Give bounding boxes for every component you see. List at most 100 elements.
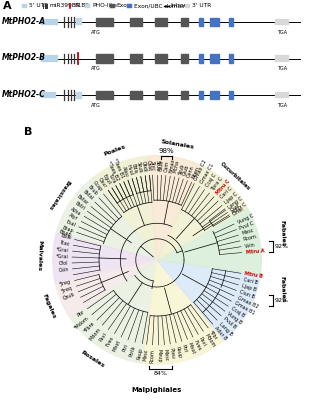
Text: Alau: Alau bbox=[121, 166, 129, 177]
Text: Stub: Stub bbox=[178, 162, 185, 175]
Text: *Taes B1: *Taes B1 bbox=[112, 158, 125, 179]
Text: Brap: Brap bbox=[61, 225, 74, 234]
Bar bbox=[110, 4, 115, 8]
Bar bbox=[155, 54, 167, 63]
Bar bbox=[181, 54, 188, 63]
Bar bbox=[199, 18, 203, 26]
Bar bbox=[199, 54, 203, 63]
Text: Cari C: Cari C bbox=[219, 186, 233, 200]
Text: Intron: Intron bbox=[171, 4, 188, 8]
Wedge shape bbox=[143, 260, 224, 364]
Text: Malvales: Malvales bbox=[36, 240, 42, 272]
Text: Ljap C: Ljap C bbox=[224, 191, 238, 205]
Text: Peup: Peup bbox=[175, 346, 182, 359]
Text: Pavi: Pavi bbox=[98, 331, 108, 342]
Text: Atha: Atha bbox=[70, 206, 82, 216]
Text: Malpighiales: Malpighiales bbox=[132, 387, 182, 393]
Bar bbox=[155, 18, 167, 26]
Text: Mtru A: Mtru A bbox=[245, 248, 264, 255]
Text: Glub: Glub bbox=[159, 160, 165, 172]
Text: Adur B: Adur B bbox=[214, 325, 228, 341]
Text: Bstal: Bstal bbox=[81, 189, 94, 201]
Text: Rosales: Rosales bbox=[80, 349, 106, 368]
Text: Cari B: Cari B bbox=[243, 278, 258, 286]
Text: Osat: Osat bbox=[146, 160, 152, 172]
Text: 84%: 84% bbox=[154, 371, 168, 376]
Wedge shape bbox=[56, 178, 157, 260]
Text: Mesc: Mesc bbox=[142, 348, 149, 361]
Bar bbox=[181, 18, 188, 26]
Text: Slyc: Slyc bbox=[149, 161, 155, 172]
Text: Bstar: Bstar bbox=[76, 194, 89, 206]
Text: Mdom: Mdom bbox=[203, 333, 216, 349]
Text: *Jreq: *Jreq bbox=[60, 285, 73, 294]
Text: Pavi: Pavi bbox=[198, 336, 207, 348]
Wedge shape bbox=[157, 166, 247, 260]
Wedge shape bbox=[55, 260, 157, 318]
Text: Fves: Fves bbox=[192, 340, 202, 352]
Text: Esal: Esal bbox=[65, 219, 76, 228]
Text: Meup: Meup bbox=[156, 349, 161, 362]
Text: Alyr: Alyr bbox=[68, 213, 79, 222]
Text: Gmax C2: Gmax C2 bbox=[194, 159, 208, 181]
Text: Bole: Bole bbox=[60, 234, 71, 241]
Text: MtPHO2-B: MtPHO2-B bbox=[2, 54, 46, 62]
Text: MtPHO2-C: MtPHO2-C bbox=[2, 90, 45, 99]
Text: Tcac: Tcac bbox=[59, 240, 70, 247]
Wedge shape bbox=[148, 156, 201, 260]
Text: Stub: Stub bbox=[154, 160, 160, 171]
Text: Bnap: Bnap bbox=[59, 230, 72, 238]
Text: *Jreg: *Jreg bbox=[58, 279, 71, 287]
Wedge shape bbox=[93, 156, 157, 260]
Text: Pteu: Pteu bbox=[168, 347, 175, 359]
Text: Brassicales: Brassicales bbox=[47, 178, 71, 210]
Text: PHO-like: PHO-like bbox=[92, 4, 117, 8]
Text: Mcha: Mcha bbox=[173, 160, 181, 174]
Text: Gmax B1: Gmax B1 bbox=[234, 301, 256, 316]
Text: *Grai: *Grai bbox=[56, 247, 69, 253]
Text: miR399BS: miR399BS bbox=[50, 4, 80, 8]
Text: Bdis: Bdis bbox=[131, 163, 138, 174]
Text: *Grai: *Grai bbox=[55, 254, 68, 259]
Text: Peup: Peup bbox=[137, 347, 144, 360]
Text: Cam: Cam bbox=[164, 160, 170, 172]
Wedge shape bbox=[53, 233, 157, 284]
Bar bbox=[229, 54, 233, 63]
Bar bbox=[275, 92, 289, 98]
Bar bbox=[275, 55, 289, 62]
Text: Gmax B2: Gmax B2 bbox=[236, 295, 259, 309]
Text: *Pbre: *Pbre bbox=[83, 321, 96, 334]
Text: *Pbr: *Pbr bbox=[208, 330, 219, 341]
Bar bbox=[41, 19, 58, 25]
Text: B: B bbox=[24, 127, 32, 137]
Bar bbox=[229, 18, 233, 26]
Text: Stub: Stub bbox=[135, 161, 143, 173]
Bar bbox=[210, 91, 219, 100]
Text: TGA: TGA bbox=[277, 66, 287, 71]
Text: Brub: Brub bbox=[87, 185, 98, 197]
Text: Tura: Tura bbox=[107, 172, 116, 184]
Bar bbox=[210, 18, 219, 26]
Text: Csat: Csat bbox=[229, 202, 241, 212]
Text: Solanales: Solanales bbox=[160, 138, 195, 149]
Text: Fabales: Fabales bbox=[279, 220, 285, 246]
Text: Csin: Csin bbox=[58, 267, 69, 273]
Bar bbox=[130, 54, 142, 63]
Text: Poales: Poales bbox=[103, 144, 127, 156]
Text: Ptri: Ptri bbox=[181, 344, 188, 354]
Text: Nmax: Nmax bbox=[168, 158, 176, 173]
Text: Vung C: Vung C bbox=[236, 213, 254, 225]
Text: Fves: Fves bbox=[105, 336, 115, 348]
Text: Pvul C: Pvul C bbox=[239, 220, 255, 230]
Bar bbox=[185, 4, 190, 8]
Text: ATG: ATG bbox=[91, 30, 101, 34]
Text: Rcom: Rcom bbox=[149, 348, 155, 363]
Bar bbox=[96, 18, 113, 26]
Text: Ptri: Ptri bbox=[122, 343, 129, 352]
Text: Bstri: Bstri bbox=[73, 200, 86, 211]
Text: Exon/UBC domain: Exon/UBC domain bbox=[134, 4, 187, 8]
Text: Mnot: Mnot bbox=[187, 342, 196, 355]
Bar bbox=[76, 18, 82, 26]
Bar bbox=[155, 91, 167, 100]
Text: Hvul: Hvul bbox=[125, 164, 133, 176]
